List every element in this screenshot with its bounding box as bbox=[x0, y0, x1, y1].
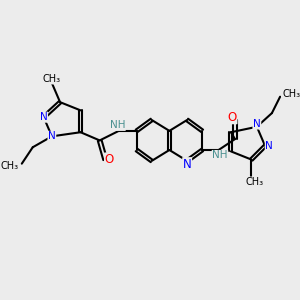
Text: N: N bbox=[40, 112, 47, 122]
Text: N: N bbox=[183, 158, 191, 171]
Text: N: N bbox=[253, 119, 261, 129]
Text: O: O bbox=[228, 111, 237, 124]
Text: CH₃: CH₃ bbox=[245, 177, 263, 187]
Text: NH: NH bbox=[110, 120, 125, 130]
Text: CH₃: CH₃ bbox=[1, 161, 19, 171]
Text: O: O bbox=[105, 153, 114, 166]
Text: N: N bbox=[265, 141, 273, 151]
Text: CH₃: CH₃ bbox=[43, 74, 61, 84]
Text: N: N bbox=[48, 131, 56, 141]
Text: CH₃: CH₃ bbox=[283, 89, 300, 99]
Text: NH: NH bbox=[212, 151, 228, 160]
